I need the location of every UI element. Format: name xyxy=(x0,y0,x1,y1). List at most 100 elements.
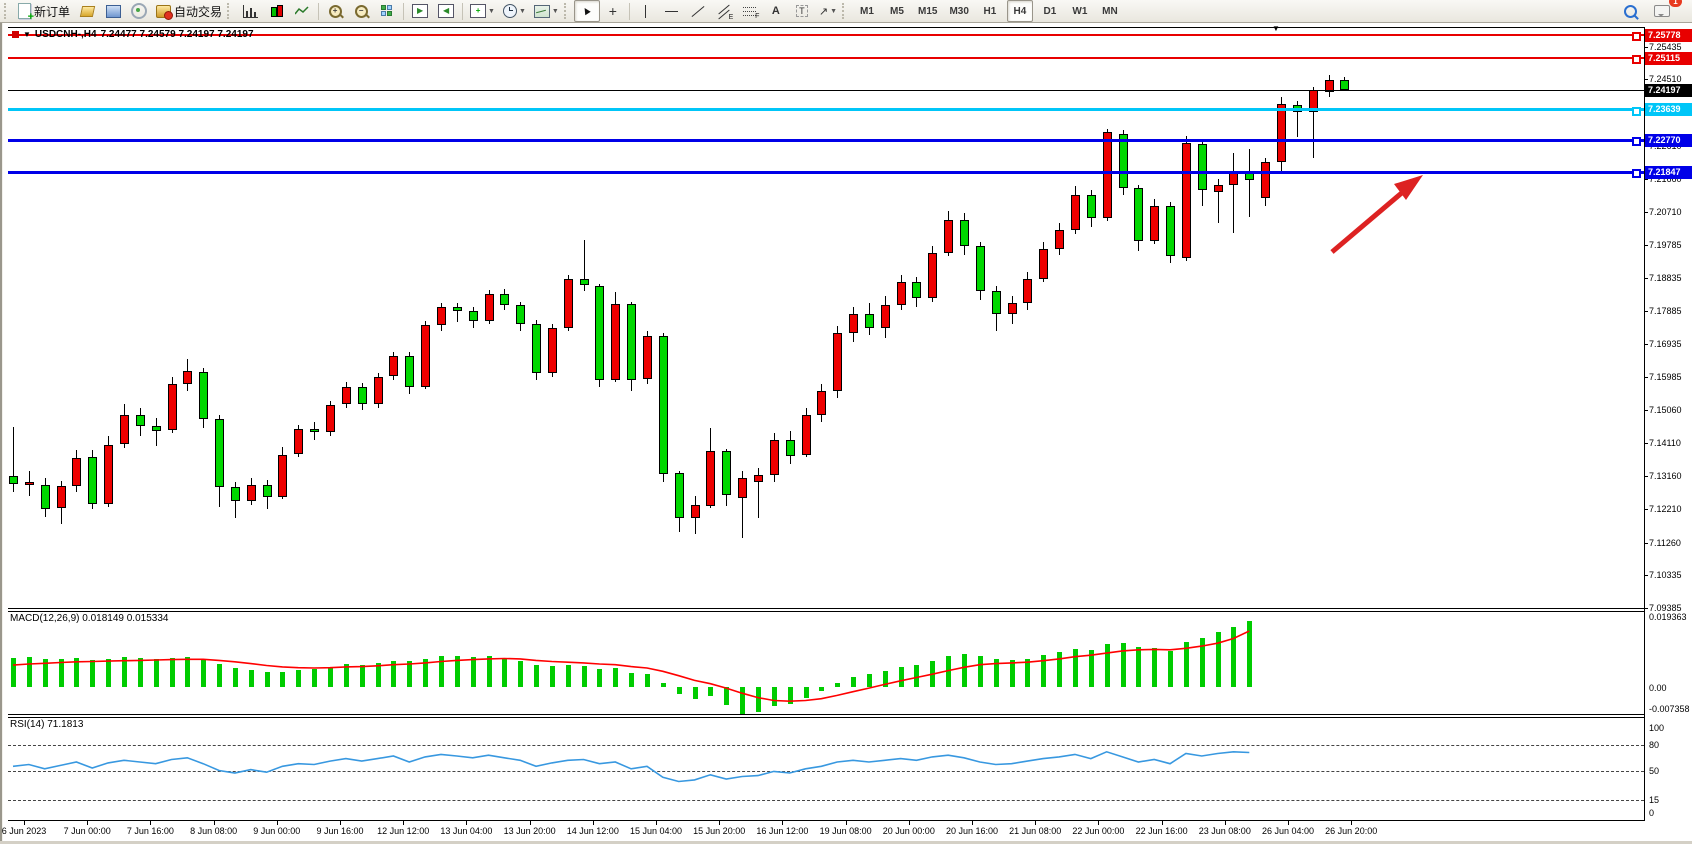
timeframe-button-m1[interactable]: M1 xyxy=(860,5,874,17)
autotrading-button[interactable]: 自动交易 xyxy=(152,0,226,22)
toolbar-grip[interactable] xyxy=(4,3,11,19)
market-depth-button[interactable] xyxy=(74,0,100,22)
candle xyxy=(849,313,859,334)
chart-menu-caret-icon[interactable]: ▼ xyxy=(23,30,31,39)
tile-windows-button[interactable] xyxy=(374,0,400,22)
price-horizontal-line[interactable] xyxy=(8,170,1644,174)
new-order-button[interactable]: + 新订单 xyxy=(14,0,74,23)
text-tool[interactable]: A xyxy=(763,0,789,22)
macd-histogram-bar xyxy=(597,668,603,687)
date-tick-mark xyxy=(845,821,847,825)
price-tick-mark xyxy=(1644,79,1648,81)
chart-shift-button[interactable]: ◀ xyxy=(433,0,459,22)
price-tick-mark xyxy=(1644,212,1648,214)
text-icon: A xyxy=(771,5,780,17)
periods-button[interactable]: ▼ xyxy=(499,0,530,22)
candle xyxy=(56,485,66,508)
price-horizontal-line[interactable] xyxy=(8,57,1644,60)
candle xyxy=(643,335,652,379)
search-button[interactable] xyxy=(1617,0,1643,22)
channel-tool[interactable]: E xyxy=(711,0,737,22)
rsi-level-dashed-line xyxy=(8,800,1644,802)
templates-caret-icon[interactable]: ▼ xyxy=(551,7,559,15)
date-label: 22 Jun 00:00 xyxy=(1072,826,1125,836)
text-label-tool[interactable]: T xyxy=(789,0,815,22)
indicators-caret-icon[interactable]: ▼ xyxy=(488,7,495,15)
line-chart-button[interactable] xyxy=(289,0,315,22)
candle xyxy=(341,386,351,405)
arrows-tool[interactable]: ↗ ▼ xyxy=(815,0,841,22)
candle xyxy=(627,303,637,381)
trendline-tool[interactable] xyxy=(685,0,711,22)
zoom-in-button[interactable]: + xyxy=(322,0,348,22)
gold-box-icon xyxy=(79,5,95,17)
timeframe-button-d1[interactable]: D1 xyxy=(1043,5,1057,17)
candle xyxy=(199,371,209,419)
zoom-out-button[interactable]: − xyxy=(348,0,374,22)
timeframe-button-m5[interactable]: M5 xyxy=(890,5,904,17)
price-tick-label: 7.15985 xyxy=(1649,372,1682,383)
candle xyxy=(452,306,462,312)
crosshair-tool-button[interactable]: + xyxy=(600,0,626,22)
candle xyxy=(1213,184,1223,192)
candle xyxy=(1277,104,1286,162)
templates-icon xyxy=(533,4,550,18)
timeframe-button-m30[interactable]: M30 xyxy=(949,5,969,17)
price-tick-mark xyxy=(1644,542,1648,544)
line-handle[interactable] xyxy=(1632,169,1641,179)
price-tick-label: 7.24510 xyxy=(1649,74,1682,85)
line-handle[interactable] xyxy=(1632,106,1641,116)
metaeditor-button[interactable] xyxy=(100,0,126,22)
bar-chart-button[interactable] xyxy=(237,0,263,22)
candle xyxy=(484,293,494,321)
templates-button[interactable]: ▼ xyxy=(530,0,563,22)
timeframe-button-m15[interactable]: M15 xyxy=(918,5,938,17)
chart-ohlc-values: 7.24477 7.24579 7.24197 7.24197 xyxy=(100,29,254,40)
timeframe-button-w1[interactable]: W1 xyxy=(1072,5,1088,17)
signals-button[interactable] xyxy=(126,0,152,22)
macd-histogram-bar xyxy=(962,654,967,687)
date-tick-mark xyxy=(466,821,468,825)
candle xyxy=(1118,133,1128,189)
macd-histogram-bar xyxy=(851,676,857,687)
vertical-line-tool[interactable] xyxy=(633,0,659,22)
toolbar-grip[interactable] xyxy=(227,3,234,19)
macd-histogram-bar xyxy=(407,661,413,687)
candle xyxy=(1197,144,1207,190)
window-left-edge-highlight xyxy=(2,23,3,844)
chart-shift-marker-icon[interactable]: ▼ xyxy=(1272,24,1280,33)
candle xyxy=(960,219,969,246)
macd-panel-bottom-border xyxy=(8,714,1645,715)
candle xyxy=(1150,205,1160,241)
chat-button[interactable]: 1 xyxy=(1649,0,1682,22)
date-label: 7 Jun 00:00 xyxy=(63,826,111,836)
line-handle[interactable] xyxy=(1632,55,1641,65)
macd-histogram-bar xyxy=(1009,659,1015,687)
timeframe-button-h1[interactable]: H1 xyxy=(983,5,997,17)
horizontal-line-tool[interactable] xyxy=(659,0,685,22)
line-handle[interactable] xyxy=(1632,137,1641,147)
candle xyxy=(405,355,415,387)
toolbar-grip[interactable] xyxy=(842,3,849,19)
periods-caret-icon[interactable]: ▼ xyxy=(518,7,526,15)
macd-histogram-bar xyxy=(1088,649,1094,687)
date-label: 16 Jun 12:00 xyxy=(756,826,809,836)
auto-scroll-button[interactable]: ▶ xyxy=(407,0,433,22)
timeframe-button-h4[interactable]: H4 xyxy=(1006,0,1033,22)
date-label: 15 Jun 20:00 xyxy=(693,826,746,836)
price-tick-mark xyxy=(1644,608,1648,610)
cursor-tool-button[interactable]: ▲ xyxy=(573,0,600,22)
price-horizontal-line[interactable] xyxy=(8,108,1644,112)
price-horizontal-line[interactable] xyxy=(8,138,1644,142)
indicators-button[interactable]: + ▼ xyxy=(466,0,499,22)
toolbar-grip[interactable] xyxy=(563,3,571,19)
date-label: 22 Jun 16:00 xyxy=(1135,826,1188,836)
macd-histogram-bar xyxy=(946,655,952,687)
candlestick-chart-button[interactable] xyxy=(263,0,289,22)
arrows-caret-icon[interactable]: ▼ xyxy=(830,7,837,15)
timeframe-button-mn[interactable]: MN xyxy=(1102,5,1118,17)
fibonacci-tool[interactable]: F xyxy=(737,0,763,22)
line-handle[interactable] xyxy=(1632,32,1641,41)
candle xyxy=(135,415,145,426)
price-horizontal-line[interactable] xyxy=(8,34,1644,36)
